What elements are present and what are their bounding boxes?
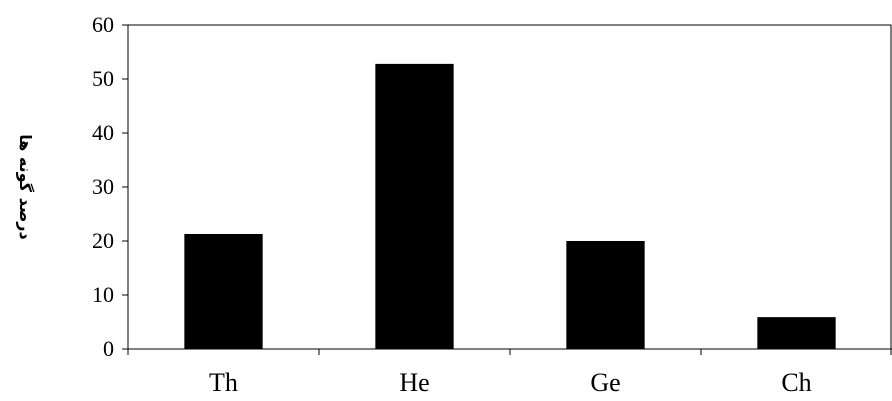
bar-ch xyxy=(757,317,836,349)
y-tick-label: 60 xyxy=(92,12,114,37)
bar-th xyxy=(184,233,263,349)
y-axis-label: درصد گونه ها xyxy=(16,134,35,239)
y-tick-label: 10 xyxy=(92,282,114,307)
x-category-label: Th xyxy=(209,368,238,397)
x-axis: Th He Ge Ch xyxy=(127,348,892,397)
x-category-label: Ch xyxy=(781,368,811,397)
x-category-label: He xyxy=(399,368,429,397)
x-category-label: Ge xyxy=(590,368,620,397)
y-tick-label: 50 xyxy=(92,66,114,91)
bar-he xyxy=(375,63,454,349)
y-axis: 0 10 20 30 40 50 60 xyxy=(92,12,128,361)
y-tick-label: 30 xyxy=(92,174,114,199)
bars-group xyxy=(184,63,836,349)
y-tick-label: 40 xyxy=(92,120,114,145)
y-tick-label: 20 xyxy=(92,228,114,253)
y-tick-label: 0 xyxy=(103,336,114,361)
bar-ge xyxy=(566,241,645,349)
